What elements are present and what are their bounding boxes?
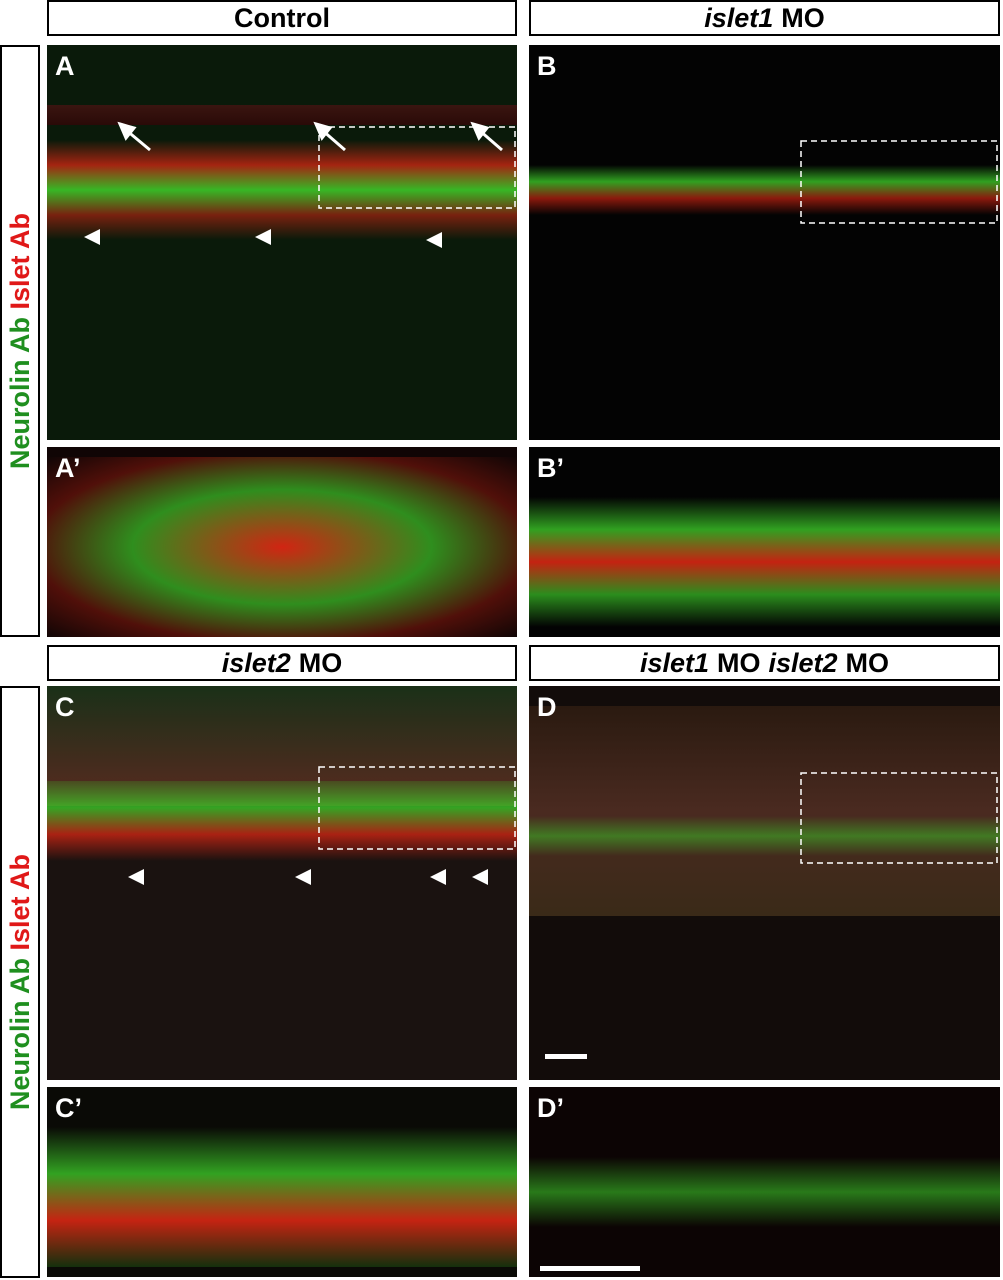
stain-band [47, 105, 517, 125]
panel-label: A [55, 51, 75, 81]
header-text: Control [234, 2, 330, 33]
stain-band [529, 1157, 1000, 1227]
column-header: islet2 MO [47, 645, 517, 681]
image-panel: D’ [529, 1087, 1000, 1277]
header-text: MO [845, 647, 890, 678]
column-header: islet1 MO [529, 0, 1000, 36]
panel-label: D [537, 692, 557, 722]
side-label-text: Neurolin Ab Islet Ab [5, 854, 36, 1110]
stain-band [529, 165, 1000, 215]
header-text: MO [781, 2, 825, 33]
stain-band [47, 1127, 517, 1267]
stain-green: Neurolin Ab [4, 317, 35, 470]
image-panel: C’ [47, 1087, 517, 1277]
header-text: MO [717, 647, 761, 678]
image-panel: D [529, 686, 1000, 1080]
stain-red: Islet Ab [4, 212, 35, 310]
image-panel: B [529, 45, 1000, 440]
image-panel: A’ [47, 447, 517, 637]
image-panel: C [47, 686, 517, 1080]
panel-label: A’ [55, 453, 81, 483]
panel-label: C’ [55, 1093, 82, 1123]
image-panel: A [47, 45, 517, 440]
header-text: MO [298, 647, 343, 678]
stain-band [529, 706, 1000, 916]
column-header: islet1 MO islet2 MO [529, 645, 1000, 681]
stain-band [47, 140, 517, 240]
stain-band [47, 457, 517, 637]
column-header: Control [47, 0, 517, 36]
stain-red: Islet Ab [4, 853, 35, 951]
panel-label: C [55, 692, 75, 722]
stain-green: Neurolin Ab [4, 958, 35, 1111]
header-text: islet1 [704, 2, 774, 33]
stain-band [47, 781, 517, 861]
header-text: islet1 [639, 647, 709, 678]
image-panel: B’ [529, 447, 1000, 637]
panel-label: D’ [537, 1093, 564, 1123]
panel-label: B [537, 51, 557, 81]
stain-band [529, 816, 1000, 856]
side-label: Neurolin Ab Islet Ab [0, 686, 40, 1278]
panel-label: B’ [537, 453, 564, 483]
side-label: Neurolin Ab Islet Ab [0, 45, 40, 637]
side-label-text: Neurolin Ab Islet Ab [5, 213, 36, 469]
header-text: islet2 [768, 647, 838, 678]
header-text: islet2 [221, 647, 291, 678]
stain-band [529, 497, 1000, 627]
